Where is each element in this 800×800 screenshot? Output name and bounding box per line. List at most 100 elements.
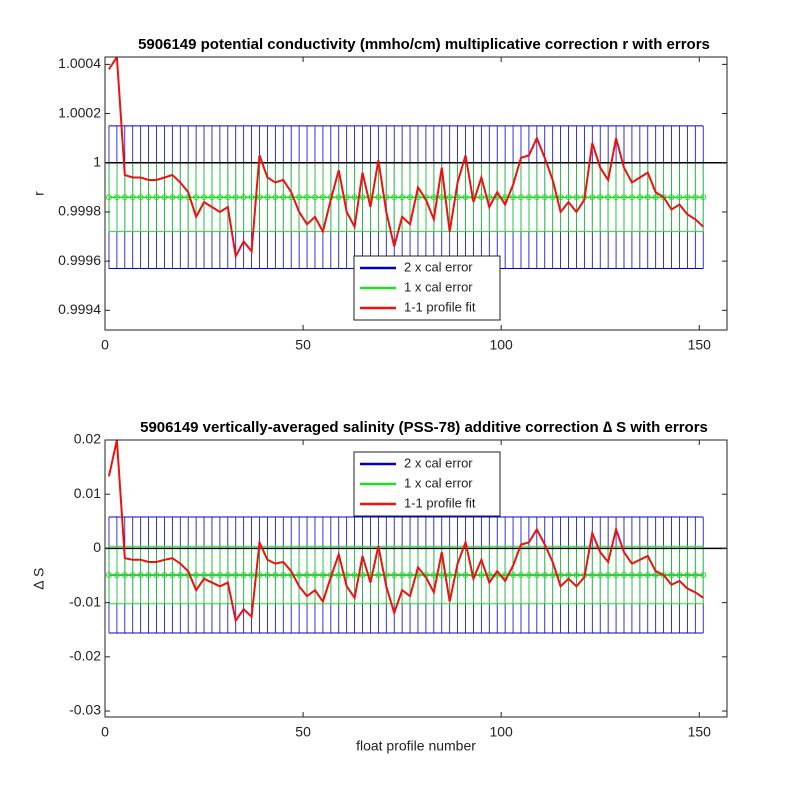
center-marker [692, 194, 699, 201]
center-marker [105, 571, 112, 578]
center-marker [446, 571, 453, 578]
center-marker [541, 571, 548, 578]
y-axis-label: ∆ S [31, 568, 47, 590]
legend-label: 1 x cal error [404, 279, 473, 294]
center-marker [272, 194, 279, 201]
center-marker [201, 194, 208, 201]
center-marker [208, 194, 215, 201]
center-marker [399, 571, 406, 578]
center-marker [311, 571, 318, 578]
center-marker [224, 194, 231, 201]
x-tick-label: 50 [295, 724, 311, 740]
center-marker [240, 571, 247, 578]
center-marker [549, 194, 556, 201]
center-marker [351, 194, 358, 201]
center-marker [145, 571, 152, 578]
center-marker [478, 571, 485, 578]
center-marker [652, 571, 659, 578]
center-marker [208, 571, 215, 578]
center-marker [510, 571, 517, 578]
center-marker [201, 571, 208, 578]
center-marker [113, 571, 120, 578]
center-marker [375, 194, 382, 201]
y-tick-label: -0.01 [69, 593, 101, 609]
center-marker [137, 194, 144, 201]
fit-line [108, 57, 704, 260]
center-marker [636, 571, 643, 578]
center-marker [113, 194, 120, 201]
center-marker [628, 571, 635, 578]
center-marker [597, 571, 604, 578]
center-marker [375, 571, 382, 578]
y-axis-label: r [31, 191, 47, 196]
chart-title: 5906149 potential conductivity (mmho/cm)… [138, 36, 710, 53]
center-marker [668, 194, 675, 201]
center-marker [549, 571, 556, 578]
center-marker [296, 571, 303, 578]
center-marker [692, 571, 699, 578]
plot-area [105, 440, 727, 634]
y-tick-label: 0.9998 [58, 203, 101, 219]
center-marker [216, 571, 223, 578]
center-marker [145, 194, 152, 201]
center-marker [565, 194, 572, 201]
center-marker [311, 194, 318, 201]
center-marker [525, 571, 532, 578]
y-tick-label: 0 [93, 539, 101, 555]
center-marker [121, 571, 128, 578]
x-tick-label: 0 [101, 724, 109, 740]
center-marker [399, 194, 406, 201]
center-marker [129, 571, 136, 578]
center-marker [676, 571, 683, 578]
center-marker [319, 571, 326, 578]
center-marker [280, 571, 287, 578]
legend-label: 1-1 profile fit [404, 495, 476, 510]
y-tick-label: -0.02 [69, 648, 101, 664]
fit-line [107, 440, 704, 623]
center-marker [573, 571, 580, 578]
center-marker [573, 194, 580, 201]
center-marker [636, 194, 643, 201]
y-tick-label: -0.03 [69, 702, 101, 718]
x-axis-label: float profile number [356, 738, 476, 754]
center-marker [391, 194, 398, 201]
center-marker [644, 194, 651, 201]
legend-label: 1-1 profile fit [404, 299, 476, 314]
x-tick-label: 50 [295, 337, 311, 353]
x-tick-label: 100 [489, 337, 513, 353]
center-marker [319, 194, 326, 201]
legend-label: 1 x cal error [404, 475, 473, 490]
center-marker [351, 571, 358, 578]
center-marker [438, 571, 445, 578]
center-marker [620, 571, 627, 578]
center-marker [280, 194, 287, 201]
center-marker [597, 194, 604, 201]
center-marker [652, 194, 659, 201]
center-marker [676, 194, 683, 201]
y-tick-label: 0.9996 [58, 252, 101, 268]
center-marker [105, 194, 112, 201]
x-tick-label: 0 [101, 337, 109, 353]
center-marker [478, 194, 485, 201]
center-marker [153, 194, 160, 201]
center-marker [541, 194, 548, 201]
center-marker [644, 571, 651, 578]
center-marker [335, 571, 342, 578]
legend: 2 x cal error 1 x cal error 1-1 profile fi… [353, 451, 501, 517]
x-tick-label: 100 [489, 724, 513, 740]
center-marker [407, 194, 414, 201]
center-marker [462, 571, 469, 578]
center-marker [684, 571, 691, 578]
center-marker [517, 571, 524, 578]
y-tick-label: 1.0002 [58, 104, 101, 120]
center-marker [700, 194, 707, 201]
y-tick-label: 1 [93, 153, 101, 169]
center-marker [169, 571, 176, 578]
center-marker [605, 571, 612, 578]
center-marker [557, 571, 564, 578]
center-marker [335, 194, 342, 201]
center-marker [589, 194, 596, 201]
center-marker [557, 194, 564, 201]
center-marker [438, 194, 445, 201]
center-marker [446, 194, 453, 201]
